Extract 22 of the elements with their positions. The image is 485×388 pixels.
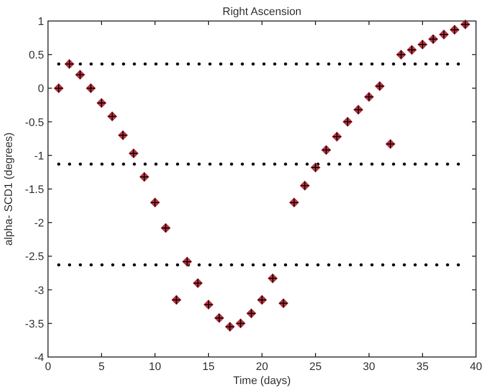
y-tick-label: -3 xyxy=(34,284,44,297)
x-tick-label: 35 xyxy=(416,361,429,373)
x-tick-label: 25 xyxy=(309,361,322,373)
y-tick-label: -2 xyxy=(34,218,44,230)
x-tick-label: 40 xyxy=(470,361,482,373)
y-tick-label: -0.5 xyxy=(25,116,44,129)
chart-title: Right Ascension xyxy=(222,6,302,18)
y-tick-label: 0.5 xyxy=(28,50,44,62)
x-tick-label: 10 xyxy=(148,361,162,373)
y-tick-label: -4 xyxy=(34,352,44,364)
y-tick-label: -2.5 xyxy=(25,251,44,264)
y-tick-label: -1.5 xyxy=(25,184,44,196)
x-tick-label: 30 xyxy=(362,361,376,373)
x-tick-label: 5 xyxy=(98,361,105,373)
y-tick-label: -3.5 xyxy=(25,318,44,330)
y-tick-label: 0 xyxy=(38,83,44,96)
y-axis-title: alpha- SCD1 (degrees) xyxy=(3,132,15,246)
y-tick-label: 1 xyxy=(38,16,44,28)
x-axis-title: Time (days) xyxy=(233,375,291,387)
x-tick-label: 15 xyxy=(202,361,215,373)
x-tick-label: 20 xyxy=(256,361,268,373)
y-tick-label: -1 xyxy=(34,150,44,162)
